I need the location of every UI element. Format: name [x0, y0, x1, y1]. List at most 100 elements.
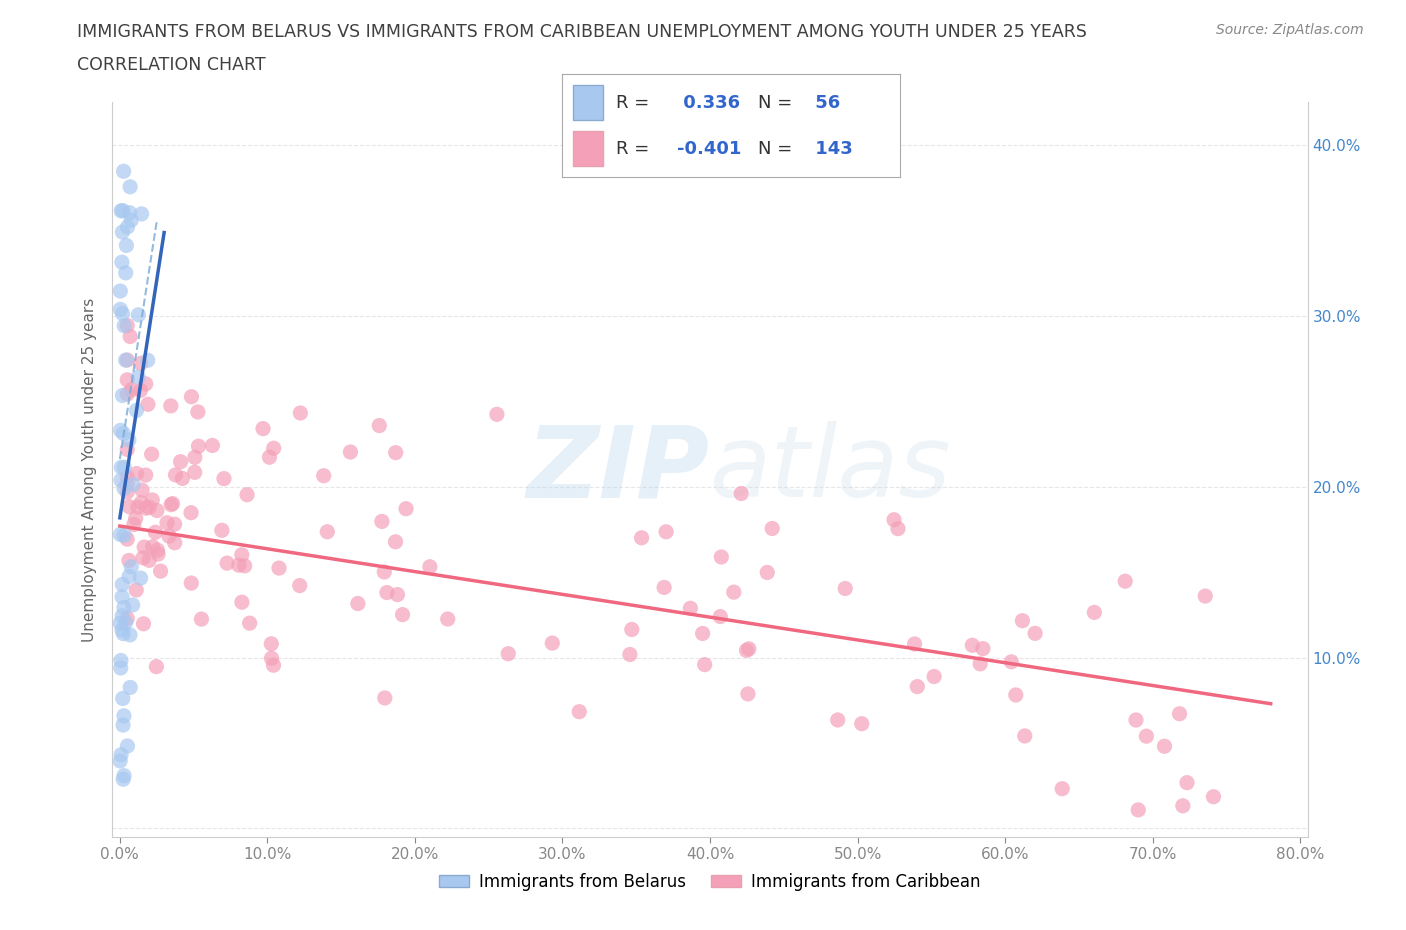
Text: R =: R =: [616, 94, 650, 112]
Text: Source: ZipAtlas.com: Source: ZipAtlas.com: [1216, 23, 1364, 37]
Point: [138, 553, 160, 568]
Point: [112, 718, 135, 733]
Point: [115, 442, 138, 457]
Point: [110, 616, 132, 631]
Point: [851, 716, 873, 731]
Point: [619, 647, 641, 662]
Point: [1014, 728, 1036, 743]
Point: [110, 527, 132, 542]
Point: [111, 306, 134, 321]
Point: [127, 499, 149, 514]
Point: [972, 641, 994, 656]
Point: [110, 302, 132, 317]
Point: [692, 626, 714, 641]
Point: [1000, 655, 1022, 670]
Point: [111, 622, 134, 637]
Point: [263, 658, 285, 672]
Point: [374, 690, 396, 705]
Point: [187, 405, 209, 419]
Point: [883, 512, 905, 527]
Point: [756, 565, 779, 580]
Bar: [572, 130, 603, 166]
Point: [159, 398, 181, 413]
Point: [120, 179, 142, 194]
Point: [120, 559, 142, 574]
Point: [110, 423, 132, 438]
Y-axis label: Unemployment Among Youth under 25 years: Unemployment Among Youth under 25 years: [82, 298, 97, 642]
Point: [387, 587, 409, 602]
Point: [187, 439, 209, 454]
Point: [118, 499, 141, 514]
Point: [436, 612, 458, 627]
Point: [115, 470, 138, 485]
Point: [1114, 574, 1136, 589]
Point: [110, 660, 132, 675]
Point: [737, 686, 759, 701]
Point: [114, 352, 136, 367]
Point: [217, 556, 239, 571]
Point: [110, 460, 132, 475]
Point: [110, 653, 132, 668]
Text: N =: N =: [758, 94, 793, 112]
Point: [165, 468, 187, 483]
Point: [115, 611, 138, 626]
Point: [723, 585, 745, 600]
Point: [163, 536, 186, 551]
Point: [121, 598, 143, 613]
Point: [710, 550, 733, 565]
Point: [115, 485, 138, 499]
Point: [129, 495, 152, 510]
Point: [112, 318, 135, 333]
Point: [541, 636, 564, 651]
Point: [112, 709, 135, 724]
Point: [125, 582, 148, 597]
Point: [827, 712, 849, 727]
Point: [146, 543, 169, 558]
Point: [761, 521, 783, 536]
Point: [160, 498, 183, 512]
Point: [136, 397, 159, 412]
Text: IMMIGRANTS FROM BELARUS VS IMMIGRANTS FROM CARIBBEAN UNEMPLOYMENT AMONG YOUTH UN: IMMIGRANTS FROM BELARUS VS IMMIGRANTS FR…: [77, 23, 1087, 41]
Point: [110, 204, 132, 219]
Point: [156, 515, 179, 530]
Point: [1024, 626, 1046, 641]
Point: [111, 590, 134, 604]
Point: [260, 636, 283, 651]
Point: [239, 616, 262, 631]
Point: [316, 525, 339, 539]
Point: [290, 405, 312, 420]
Point: [172, 471, 194, 485]
Point: [115, 318, 138, 333]
Point: [141, 446, 163, 461]
Point: [141, 493, 163, 508]
Point: [135, 377, 157, 392]
Point: [419, 559, 441, 574]
Point: [115, 352, 138, 367]
Legend: Immigrants from Belarus, Immigrants from Caribbean: Immigrants from Belarus, Immigrants from…: [439, 873, 981, 891]
Point: [730, 486, 752, 501]
Point: [111, 691, 134, 706]
Point: [620, 622, 643, 637]
Text: 0.336: 0.336: [678, 94, 740, 112]
Point: [131, 206, 153, 221]
Point: [180, 505, 202, 520]
Text: 56: 56: [808, 94, 839, 112]
Point: [124, 511, 146, 525]
Point: [905, 679, 928, 694]
Point: [112, 426, 135, 441]
Point: [118, 628, 141, 643]
Point: [231, 547, 253, 562]
Point: [134, 539, 156, 554]
Point: [735, 643, 758, 658]
Point: [568, 704, 591, 719]
Point: [146, 503, 169, 518]
Point: [112, 768, 135, 783]
Point: [145, 525, 167, 539]
Point: [135, 468, 157, 483]
Point: [114, 265, 136, 280]
Point: [145, 659, 167, 674]
Point: [1135, 729, 1157, 744]
Point: [339, 445, 361, 459]
Point: [129, 571, 152, 586]
Point: [1011, 613, 1033, 628]
